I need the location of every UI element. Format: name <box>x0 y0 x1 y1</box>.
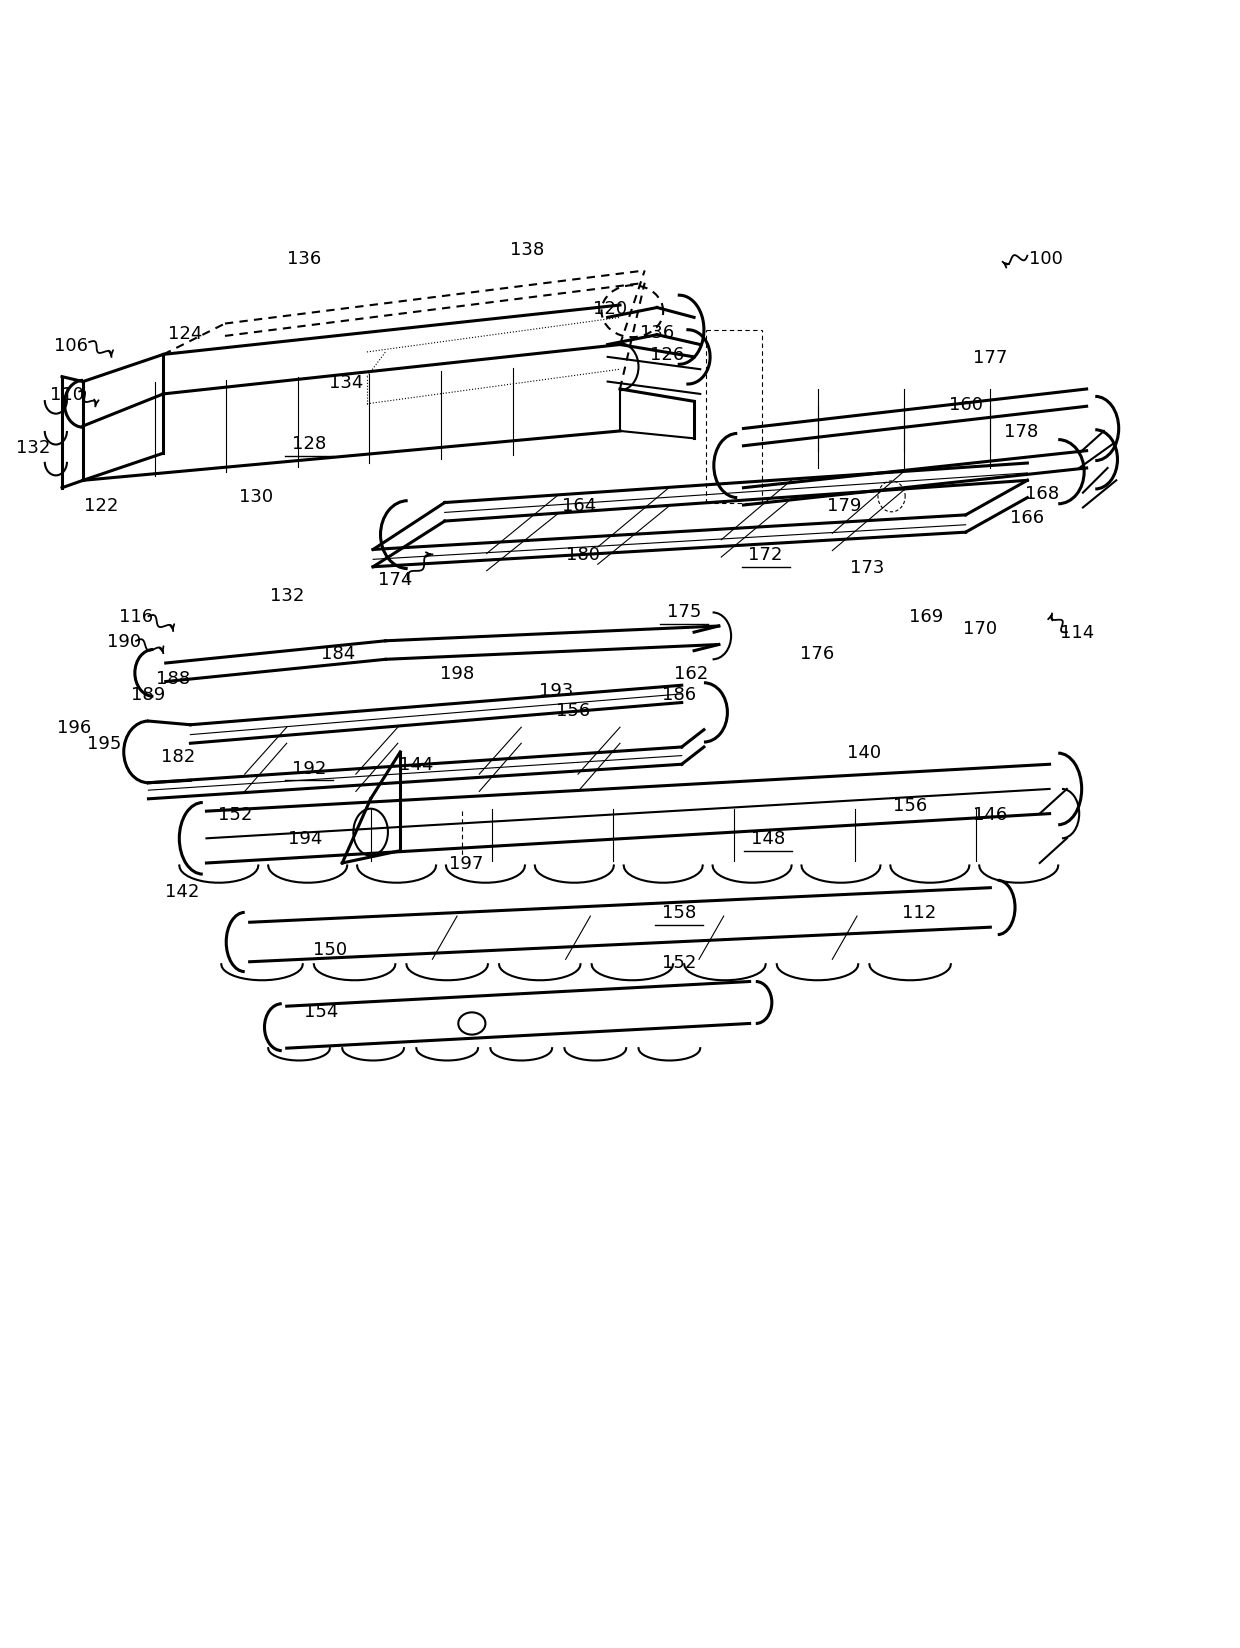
Text: 189: 189 <box>131 686 166 704</box>
Text: 134: 134 <box>329 374 363 391</box>
Text: 150: 150 <box>312 941 347 959</box>
Text: 195: 195 <box>87 735 122 753</box>
Text: 179: 179 <box>827 496 862 514</box>
Text: 110: 110 <box>50 386 84 404</box>
Text: 164: 164 <box>562 496 596 514</box>
Text: 144: 144 <box>399 756 434 775</box>
Text: 197: 197 <box>449 854 482 872</box>
Text: 177: 177 <box>973 349 1008 366</box>
Text: 173: 173 <box>849 559 884 577</box>
Text: 156: 156 <box>556 702 590 720</box>
Text: 126: 126 <box>650 346 684 364</box>
Text: 120: 120 <box>593 300 627 318</box>
Text: 122: 122 <box>84 496 119 514</box>
Text: 106: 106 <box>53 336 88 354</box>
Text: 168: 168 <box>1025 485 1059 503</box>
Text: 156: 156 <box>893 796 928 814</box>
Text: 175: 175 <box>667 603 702 621</box>
Text: 170: 170 <box>963 620 997 638</box>
Text: 112: 112 <box>901 903 936 921</box>
Text: 188: 188 <box>156 669 190 687</box>
Text: 182: 182 <box>161 747 195 765</box>
Text: 132: 132 <box>16 438 51 456</box>
Text: 180: 180 <box>565 545 600 564</box>
Text: 124: 124 <box>169 325 202 343</box>
Text: 138: 138 <box>511 241 544 259</box>
Text: 194: 194 <box>288 831 322 847</box>
Text: 169: 169 <box>909 608 944 626</box>
Text: 148: 148 <box>751 831 785 847</box>
Text: 136: 136 <box>640 325 675 343</box>
Text: 132: 132 <box>269 587 304 605</box>
Text: 178: 178 <box>1004 422 1038 440</box>
Text: 196: 196 <box>57 719 92 737</box>
Text: 142: 142 <box>165 883 198 901</box>
Text: 160: 160 <box>949 396 982 414</box>
Text: 152: 152 <box>662 953 697 971</box>
Text: 190: 190 <box>107 633 141 651</box>
Text: 176: 176 <box>800 644 835 662</box>
Text: 184: 184 <box>321 644 356 662</box>
Text: 114: 114 <box>1060 625 1094 641</box>
Text: 136: 136 <box>286 250 321 269</box>
Text: 186: 186 <box>662 686 697 704</box>
Text: 158: 158 <box>662 903 697 921</box>
Text: 172: 172 <box>749 545 782 564</box>
Text: 192: 192 <box>291 760 326 778</box>
Text: 128: 128 <box>291 435 326 453</box>
Text: 140: 140 <box>847 743 882 761</box>
Text: 130: 130 <box>239 488 273 506</box>
Text: 174: 174 <box>378 570 413 588</box>
Text: 152: 152 <box>218 806 252 822</box>
Text: 166: 166 <box>1011 509 1044 527</box>
Text: 116: 116 <box>119 608 154 626</box>
Text: 100: 100 <box>1029 250 1063 269</box>
Text: 193: 193 <box>538 682 573 700</box>
Text: 154: 154 <box>304 1002 339 1020</box>
Text: 198: 198 <box>440 664 474 682</box>
Text: 162: 162 <box>675 664 709 682</box>
Text: 146: 146 <box>973 806 1007 822</box>
